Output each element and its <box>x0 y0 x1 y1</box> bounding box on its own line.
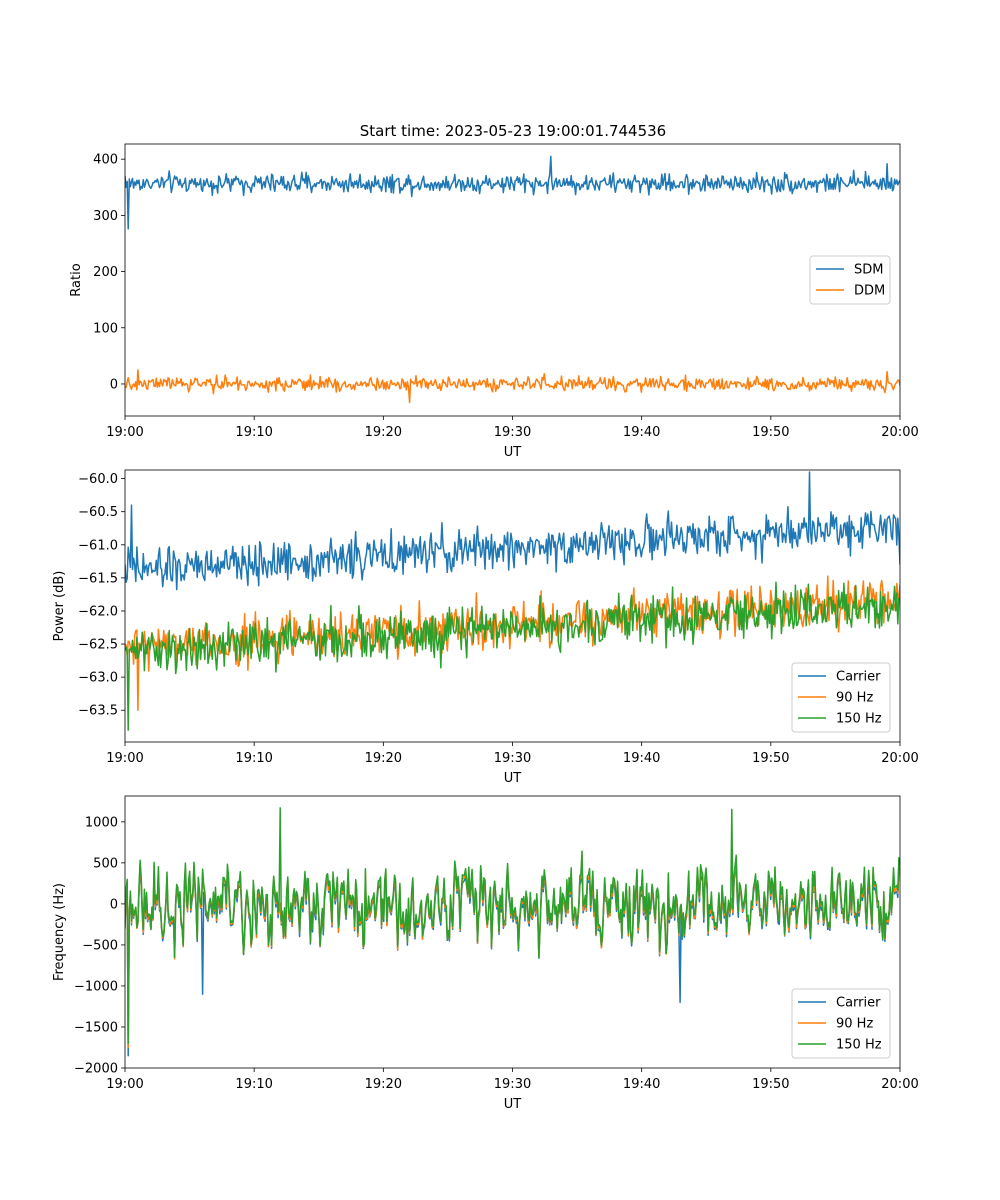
x-tick-label: 19:50 <box>752 751 789 766</box>
y-tick-label: 0 <box>110 377 118 392</box>
x-tick-label: 19:30 <box>494 425 531 440</box>
x-tick-label: 19:50 <box>752 425 789 440</box>
series-lines <box>125 471 900 731</box>
legend-label: SDM <box>854 263 883 278</box>
y-axis-label: Frequency (Hz) <box>52 883 67 981</box>
y-tick-label: 1000 <box>85 815 118 830</box>
y-tick-label: −63.5 <box>78 704 118 719</box>
axes-frame <box>124 469 901 743</box>
legend: Carrier 90 Hz 150 Hz <box>791 662 891 733</box>
y-tick-label: −62.0 <box>78 604 118 619</box>
y-tick-label: −2000 <box>74 1062 118 1077</box>
subplot-3: 19:00 19:10 19:20 19:30 19:40 19:50 20:00 −2000… <box>52 795 919 1112</box>
y-tick-label: 300 <box>93 209 118 224</box>
x-tick-label: 19:10 <box>235 1077 272 1092</box>
y-tick-label: 0 <box>110 897 118 912</box>
series-line-150-hz <box>125 581 900 731</box>
series-lines <box>125 807 900 1057</box>
x-tick-label: 19:20 <box>365 425 402 440</box>
x-tick-label: 19:20 <box>365 751 402 766</box>
series-line-sdm <box>125 155 900 230</box>
x-tick-label: 19:10 <box>235 425 272 440</box>
x-tick-label: 19:00 <box>106 425 143 440</box>
y-tick-label: 400 <box>93 153 118 168</box>
legend-frame <box>791 988 891 1059</box>
subplots: 19:00 19:10 19:20 19:30 19:40 19:50 20:00 0 100 2… <box>52 143 919 1112</box>
y-tick-label: 100 <box>93 321 118 336</box>
legend-label: Carrier <box>836 996 881 1011</box>
series-line-carrier <box>125 471 900 591</box>
legend-label: 90 Hz <box>836 1017 873 1032</box>
legend-label: 150 Hz <box>836 1038 882 1053</box>
legend: SDM DDM <box>809 255 891 305</box>
series-line-150-hz <box>125 807 900 1045</box>
series-lines <box>125 155 900 404</box>
y-tick-label: −60.0 <box>78 472 118 487</box>
axes-frame <box>124 143 901 417</box>
y-tick-label: 200 <box>93 265 118 280</box>
x-tick-label: 19:40 <box>623 751 660 766</box>
x-tick-label: 19:20 <box>365 1077 402 1092</box>
y-tick-label: −61.0 <box>78 538 118 553</box>
y-tick-label: −500 <box>82 938 118 953</box>
x-tick-label: 19:00 <box>106 751 143 766</box>
legend-label: 150 Hz <box>836 712 882 727</box>
axes-frame <box>124 795 901 1069</box>
subplot-1: 19:00 19:10 19:20 19:30 19:40 19:50 20:00 0 100 2… <box>69 143 919 460</box>
x-tick-label: 20:00 <box>881 1077 918 1092</box>
legend-frame <box>809 255 891 305</box>
y-axis-label: Ratio <box>69 263 84 296</box>
y-tick-label: 500 <box>93 856 118 871</box>
y-axis-label: Power (dB) <box>52 571 67 642</box>
figure-title: Start time: 2023-05-23 19:00:01.744536 <box>360 122 666 140</box>
y-tick-label: −1500 <box>74 1020 118 1035</box>
series-line-ddm <box>125 369 900 404</box>
x-tick-label: 20:00 <box>881 751 918 766</box>
y-tick-label: −61.5 <box>78 571 118 586</box>
subplot-2: 19:00 19:10 19:20 19:30 19:40 19:50 20:00 −63.5… <box>52 469 919 786</box>
legend-label: 90 Hz <box>836 691 873 706</box>
x-axis-label: UT <box>504 445 522 460</box>
y-tick-label: −1000 <box>74 979 118 994</box>
x-tick-label: 19:00 <box>106 1077 143 1092</box>
legend-label: DDM <box>854 284 885 299</box>
x-tick-label: 19:40 <box>623 1077 660 1092</box>
y-tick-label: −62.5 <box>78 638 118 653</box>
x-tick-label: 19:10 <box>235 751 272 766</box>
y-tick-label: −60.5 <box>78 505 118 520</box>
x-tick-label: 19:30 <box>494 751 531 766</box>
x-tick-label: 19:50 <box>752 1077 789 1092</box>
x-tick-label: 19:30 <box>494 1077 531 1092</box>
x-axis-label: UT <box>504 771 522 786</box>
legend-frame <box>791 662 891 733</box>
x-tick-label: 20:00 <box>881 425 918 440</box>
x-tick-label: 19:40 <box>623 425 660 440</box>
legend: Carrier 90 Hz 150 Hz <box>791 988 891 1059</box>
legend-label: Carrier <box>836 670 881 685</box>
y-tick-label: −63.0 <box>78 671 118 686</box>
x-axis-label: UT <box>504 1097 522 1112</box>
